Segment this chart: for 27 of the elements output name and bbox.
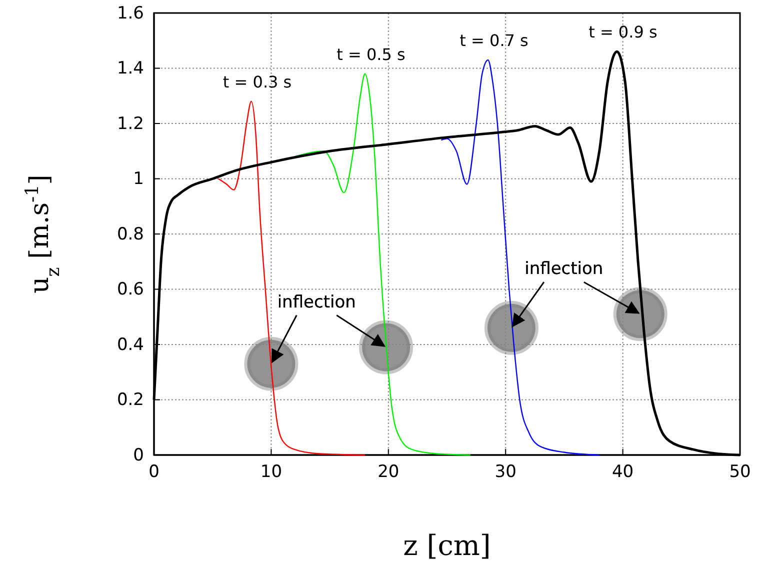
series-label: t = 0.5 s (336, 44, 406, 64)
x-tick-label: 40 (612, 462, 634, 482)
y-tick-label: 0.6 (116, 280, 144, 300)
y-tick-label: 0 (133, 445, 144, 466)
series-label: t = 0.7 s (460, 30, 528, 50)
series-label: t = 0.9 s (588, 22, 658, 42)
point (484, 300, 538, 355)
x-axis-title: z [cm] (403, 529, 491, 562)
x-tick-label: 20 (378, 462, 400, 482)
x-tick-label: 50 (729, 462, 751, 482)
y-tick-label: 1 (133, 169, 144, 190)
line-series (440, 59, 600, 456)
series-label: t = 0.3 s (222, 72, 292, 92)
x-tick-label: 30 (494, 462, 516, 482)
x-tick-label: 10 (260, 462, 282, 482)
point (244, 336, 298, 391)
annotation: inflection (524, 259, 604, 280)
y-tick-label: 0.4 (116, 334, 144, 355)
y-tick-label: 1.6 (116, 3, 144, 24)
x-tick-label: 0 (148, 462, 160, 482)
annotation: inflection (277, 292, 356, 312)
y-tick-label: 0.8 (116, 224, 144, 244)
line-series (218, 100, 366, 456)
point (359, 320, 414, 374)
y-tick-label: 1.2 (116, 114, 144, 134)
y-tick-label: 0.2 (116, 390, 144, 410)
y-tick-label: 1.4 (116, 58, 144, 79)
